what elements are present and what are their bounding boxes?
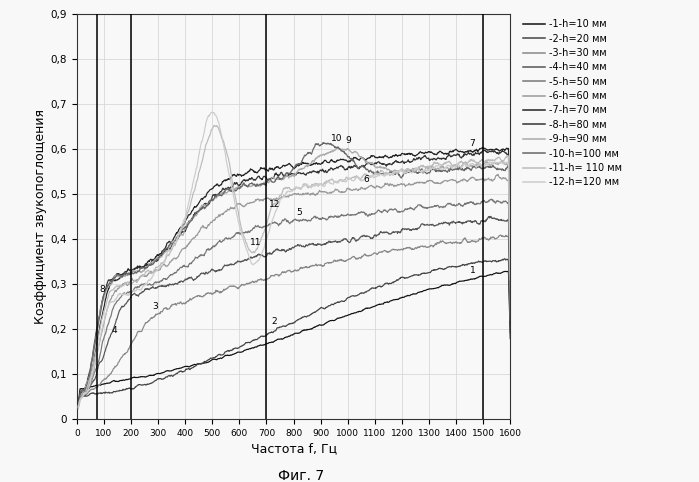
- Text: 11: 11: [250, 238, 261, 247]
- Text: 5: 5: [296, 208, 302, 217]
- Text: 4: 4: [112, 325, 117, 335]
- X-axis label: Частота f, Гц: Частота f, Гц: [250, 442, 337, 455]
- Text: 2: 2: [272, 318, 278, 326]
- Legend: -1-h=10 мм, -2-h=20 мм, -3-h=30 мм, -4-h=40 мм, -5-h=50 мм, -6-h=60 мм, -7-h=70 : -1-h=10 мм, -2-h=20 мм, -3-h=30 мм, -4-h…: [519, 15, 626, 191]
- Text: 7: 7: [470, 139, 475, 147]
- Text: 8: 8: [100, 285, 106, 295]
- Text: 1: 1: [470, 266, 475, 275]
- Text: 12: 12: [269, 200, 280, 209]
- Y-axis label: Коэффициент звукопоглощения: Коэффициент звукопоглощения: [34, 109, 47, 324]
- Text: 10: 10: [331, 134, 343, 143]
- Text: 6: 6: [364, 174, 370, 184]
- Text: 9: 9: [345, 135, 351, 145]
- Text: Фиг. 7: Фиг. 7: [278, 469, 324, 482]
- Text: 3: 3: [152, 302, 158, 311]
